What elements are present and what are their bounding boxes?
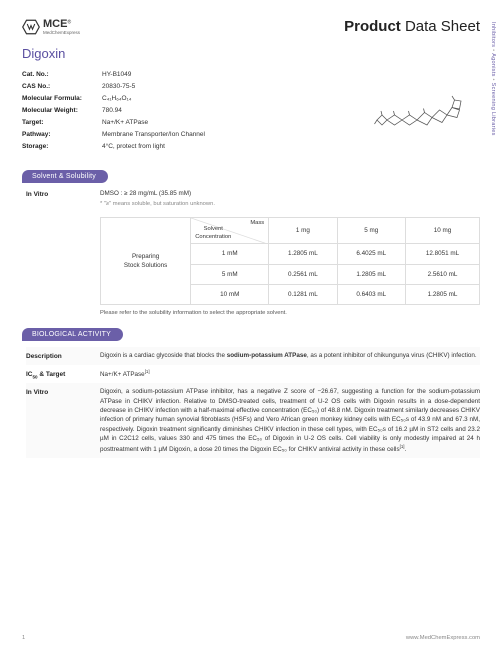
solubility-table: Preparing Stock Solutions Mass SolventCo… (100, 217, 480, 305)
diag-conc: SolventConcentration (195, 225, 231, 242)
col-10mg: 10 mg (405, 218, 479, 244)
brand-logo: MCE® MedChemExpress (22, 18, 80, 36)
cat-label: Cat. No.: (22, 71, 102, 78)
mw-value: 780.94 (102, 107, 322, 114)
mf-label: Molecular Formula: (22, 95, 102, 102)
prep-label: Preparing Stock Solutions (101, 218, 191, 305)
bio-badge: BIOLOGICAL ACTIVITY (22, 328, 123, 341)
cas-value: 20830-75-5 (102, 83, 322, 90)
brand-name: MCE (43, 18, 67, 30)
desc-text: Digoxin is a cardiac glycoside that bloc… (100, 351, 480, 360)
dmso-note: * "≥" means soluble, but saturation unkn… (100, 200, 480, 209)
dmso-line: DMSO : ≥ 28 mg/mL (35.85 mM) (100, 189, 480, 198)
pathway-value: Membrane Transporter/Ion Channel (102, 131, 322, 138)
mf-value: C₄₁H₆₄O₁₄ (102, 95, 322, 102)
product-name: Digoxin (22, 46, 480, 61)
ic50-text: Na+/K+ ATPase[1] (100, 369, 480, 380)
storage-label: Storage: (22, 143, 102, 150)
invitro-label: In Vitro (26, 189, 88, 318)
page-number: 1 (22, 635, 25, 641)
target-value: Na+/K+ ATPase (102, 119, 322, 126)
desc-label: Description (26, 351, 88, 360)
solvent-badge: Solvent & Solubility (22, 170, 108, 183)
sidebar-categories: Inhibitors • Agonists • Screening Librar… (490, 22, 496, 136)
diag-mass: Mass (250, 219, 264, 228)
col-1mg: 1 mg (269, 218, 337, 244)
reg-mark: ® (67, 20, 71, 26)
cat-value: HY-B1049 (102, 71, 322, 78)
page-title: Product Data Sheet (344, 18, 480, 35)
bio-invitro-text: Digoxin, a sodium-potassium ATPase inhib… (100, 387, 480, 454)
meta-grid: Cat. No.: HY-B1049 CAS No.: 20830-75-5 M… (22, 71, 322, 150)
table-caption: Please refer to the solubility informati… (100, 309, 480, 318)
pathway-label: Pathway: (22, 131, 102, 138)
footer-url: www.MedChemExpress.com (406, 635, 480, 641)
bio-invitro-label: In Vitro (26, 387, 88, 454)
storage-value: 4°C, protect from light (102, 143, 322, 150)
cas-label: CAS No.: (22, 83, 102, 90)
structure-icon (372, 90, 472, 145)
brand-sub: MedChemExpress (43, 30, 80, 35)
ic50-label: IC50 & Target (26, 369, 88, 380)
target-label: Target: (22, 119, 102, 126)
col-5mg: 5 mg (337, 218, 405, 244)
hex-icon (22, 18, 40, 36)
mw-label: Molecular Weight: (22, 107, 102, 114)
